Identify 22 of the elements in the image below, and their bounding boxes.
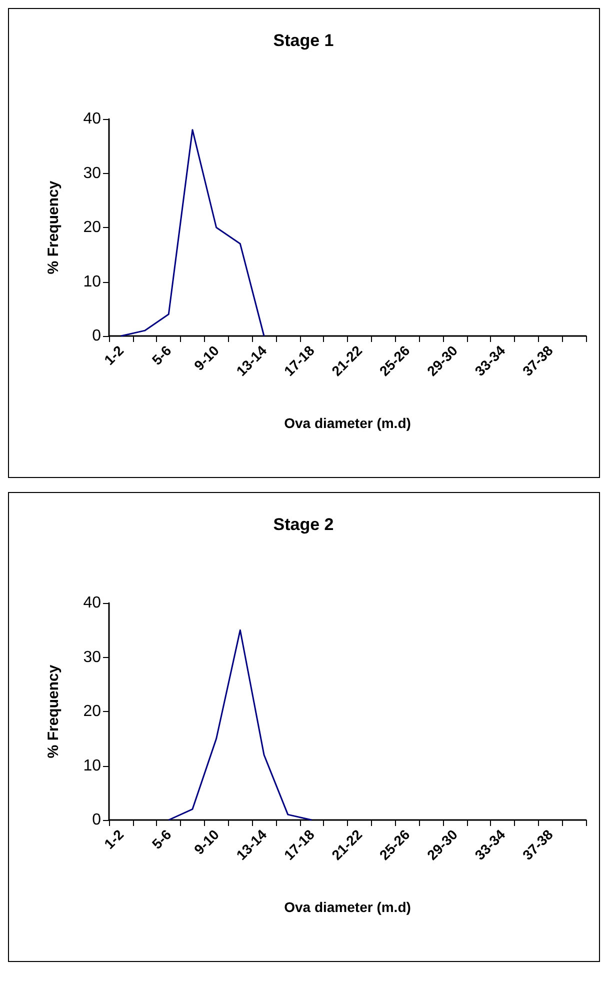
- x-tick-label: 1-2: [100, 826, 127, 852]
- x-tick-label: 1-2: [100, 342, 127, 368]
- x-axis-title: Ova diameter (m.d): [284, 899, 411, 915]
- x-tick-label: 5-6: [148, 826, 174, 852]
- y-tick-label: 30: [83, 164, 102, 182]
- y-tick-label: 30: [83, 648, 102, 666]
- line-series: [168, 629, 312, 821]
- y-tick-label: 10: [83, 273, 102, 290]
- y-tick-label: 0: [92, 812, 102, 828]
- chart-title: Stage 2: [273, 515, 334, 534]
- y-tick-label: 40: [83, 594, 102, 612]
- line-series: [120, 129, 265, 337]
- x-axis-title: Ova diameter (m.d): [284, 415, 411, 431]
- y-tick-label: 10: [83, 757, 102, 774]
- y-tick-label: 40: [83, 110, 102, 128]
- chart-title: Stage 1: [273, 31, 334, 50]
- y-axis-title: % Frequency: [45, 664, 62, 758]
- y-tick-label: 20: [83, 703, 102, 720]
- y-tick-label: 20: [83, 219, 102, 236]
- y-tick-label: 0: [92, 328, 102, 344]
- x-tick-label: 5-6: [148, 342, 174, 368]
- y-axis-title: % Frequency: [45, 180, 62, 274]
